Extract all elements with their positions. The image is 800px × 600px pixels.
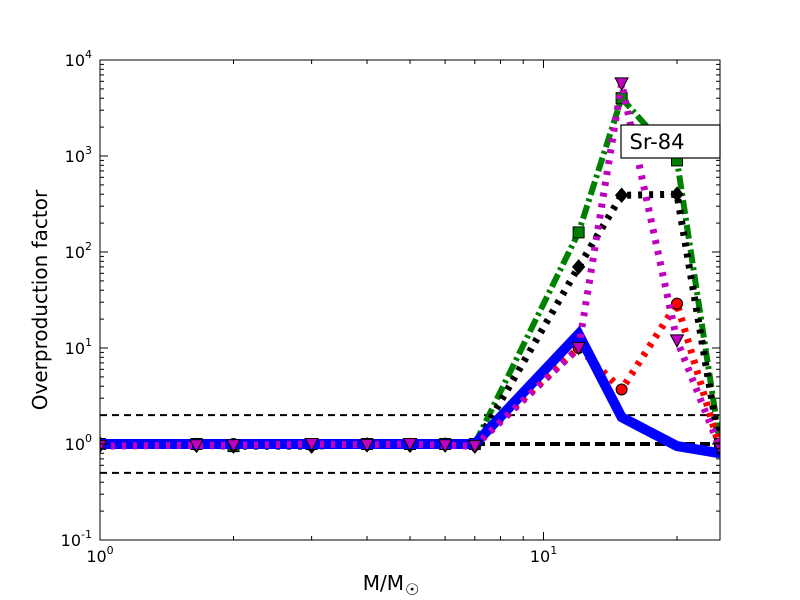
y-tick-label-4: 103 (65, 144, 92, 166)
annotation-label: Sr-84 (630, 130, 685, 154)
series-4-point (571, 342, 586, 356)
y-tick-label-5: 104 (65, 48, 92, 70)
series-4-point (437, 439, 453, 453)
y-axis-label: Overproduction factor (28, 189, 52, 410)
x-axis-label: M/M ☉ (363, 571, 420, 599)
series-2-point (671, 297, 684, 310)
y-tick-label-2: 101 (65, 336, 92, 358)
x-tick-label-0: 100 (86, 544, 113, 566)
series-4-point (614, 77, 629, 91)
series-4-point (669, 334, 685, 348)
y-tick-label-0: 10-1 (61, 528, 92, 550)
plot-frame (99, 59, 721, 541)
y-tick-label-1: 100 (65, 432, 92, 454)
series-2-point (615, 383, 628, 396)
series-4-point (359, 438, 375, 453)
series-0-point (572, 226, 585, 239)
x-tick-label-1: 101 (530, 544, 557, 566)
series-1-point (670, 186, 684, 202)
plot-background (100, 60, 720, 540)
series-4-point (226, 439, 241, 453)
annotation-box: Sr-84 (620, 124, 721, 159)
series-4-point (402, 438, 418, 452)
series-1-point (614, 187, 629, 204)
series-4-point (189, 439, 204, 453)
series-4-point (467, 440, 483, 454)
x-axis-label-text: M/M (363, 571, 404, 595)
series-line-1 (100, 190, 720, 450)
series-4-point (304, 438, 319, 452)
y-tick-label-3: 102 (65, 240, 92, 262)
x-axis-label-subscript: ☉ (405, 580, 419, 599)
series-1-point (571, 259, 586, 275)
